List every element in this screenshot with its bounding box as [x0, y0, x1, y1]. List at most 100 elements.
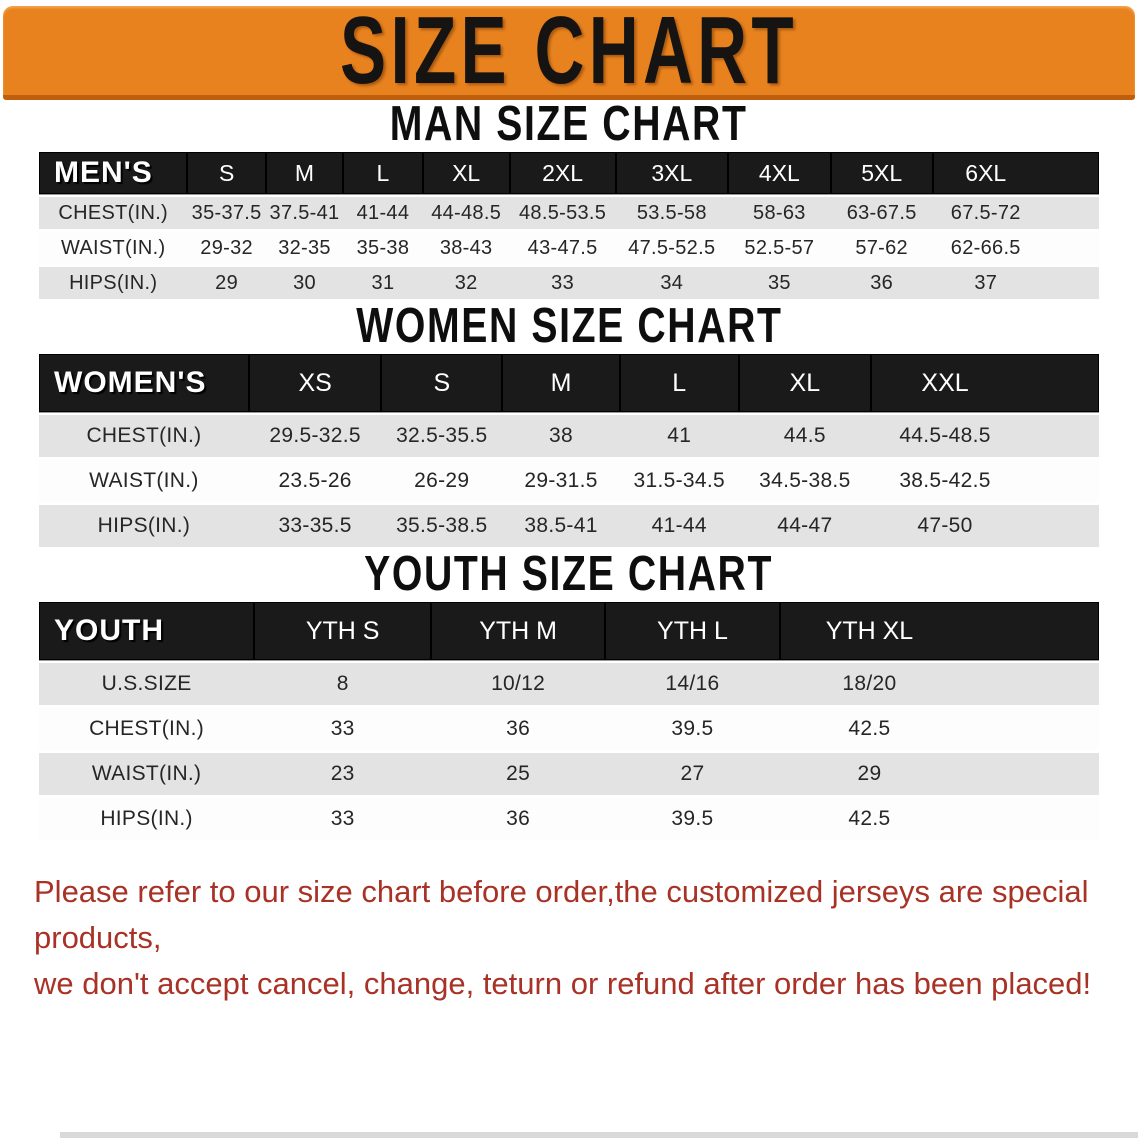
row-label: HIPS(IN.): [39, 798, 255, 840]
size-value-cell: 27: [605, 753, 780, 795]
size-value-cell: 14/16: [605, 663, 780, 705]
size-value-cell: 34.5-38.5: [738, 460, 872, 502]
row-label: CHEST(IN.): [39, 415, 249, 457]
disclaimer-line2: we don't accept cancel, change, teturn o…: [34, 966, 1092, 1001]
size-column-header: YTH XL: [779, 602, 1099, 660]
row-label: HIPS(IN.): [39, 267, 188, 299]
size-value-cell: 38: [502, 415, 620, 457]
men-section: MAN SIZE CHART MEN'S S M L XL 2XL 3XL 4X…: [0, 100, 1138, 302]
size-value-cell: 33: [254, 708, 432, 750]
size-value-cell: 42.5: [779, 708, 1099, 750]
size-column-header: S: [187, 152, 266, 194]
youth-section-heading-text: YOUTH SIZE CHART: [364, 547, 774, 601]
size-column-header: XL: [422, 152, 510, 194]
youth-table-group-label: YOUTH: [39, 602, 255, 660]
size-value-cell: 18/20: [779, 663, 1099, 705]
size-value-cell: 8: [254, 663, 432, 705]
size-value-cell: 35: [727, 267, 831, 299]
size-value-cell: 58-63: [727, 197, 831, 229]
size-value-cell: 42.5: [779, 798, 1099, 840]
size-value-cell: 67.5-72: [932, 197, 1099, 229]
table-row-chest: CHEST(IN.) 29.5-32.5 32.5-35.5 38 41 44.…: [39, 415, 1099, 457]
size-value-cell: 31.5-34.5: [619, 460, 739, 502]
table-row-waist: WAIST(IN.) 29-32 32-35 35-38 38-43 43-47…: [39, 232, 1099, 264]
size-value-cell: 41-44: [343, 197, 423, 229]
row-label: HIPS(IN.): [39, 505, 249, 547]
table-row-chest: CHEST(IN.) 33 36 39.5 42.5: [39, 708, 1099, 750]
size-value-cell: 37.5-41: [265, 197, 344, 229]
row-label: CHEST(IN.): [39, 708, 255, 750]
size-value-cell: 32-35: [265, 232, 344, 264]
size-column-header: YTH M: [431, 602, 606, 660]
size-value-cell: 34: [615, 267, 728, 299]
size-value-cell: 26-29: [381, 460, 503, 502]
size-value-cell: 44-47: [738, 505, 872, 547]
size-value-cell: 38.5-42.5: [871, 460, 1099, 502]
banner-title: SIZE CHART: [340, 0, 798, 104]
size-value-cell: 29: [779, 753, 1099, 795]
size-value-cell: 43-47.5: [509, 232, 616, 264]
bottom-edge-strip: [60, 1132, 1138, 1138]
disclaimer-line1: Please refer to our size chart before or…: [34, 874, 1089, 955]
table-row-ussize: U.S.SIZE 8 10/12 14/16 18/20: [39, 663, 1099, 705]
size-column-header: YTH L: [605, 602, 780, 660]
size-column-header: M: [265, 152, 344, 194]
size-value-cell: 33-35.5: [248, 505, 382, 547]
size-value-cell: 33: [509, 267, 616, 299]
table-row-waist: WAIST(IN.) 23 25 27 29: [39, 753, 1099, 795]
size-value-cell: 31: [343, 267, 423, 299]
size-column-header: 4XL: [727, 152, 831, 194]
size-column-header: L: [343, 152, 423, 194]
women-table-group-label: WOMEN'S: [39, 354, 249, 412]
size-column-header: XL: [738, 354, 872, 412]
size-column-header: L: [619, 354, 739, 412]
size-value-cell: 35-38: [343, 232, 423, 264]
men-section-heading-text: MAN SIZE CHART: [390, 97, 748, 151]
youth-size-table: YOUTH YTH S YTH M YTH L YTH XL U.S.SIZE …: [39, 599, 1099, 843]
size-value-cell: 63-67.5: [830, 197, 933, 229]
size-value-cell: 44.5-48.5: [871, 415, 1099, 457]
size-value-cell: 47.5-52.5: [615, 232, 728, 264]
size-value-cell: 48.5-53.5: [509, 197, 616, 229]
banner: SIZE CHART: [3, 0, 1135, 104]
size-value-cell: 30: [265, 267, 344, 299]
size-value-cell: 44.5: [738, 415, 872, 457]
size-value-cell: 23.5-26: [248, 460, 382, 502]
size-value-cell: 44-48.5: [422, 197, 510, 229]
row-label: WAIST(IN.): [39, 460, 249, 502]
women-section-heading: WOMEN SIZE CHART: [0, 302, 1138, 351]
size-value-cell: 41: [619, 415, 739, 457]
size-column-header: S: [381, 354, 503, 412]
size-value-cell: 25: [431, 753, 606, 795]
size-column-header: 6XL: [932, 152, 1099, 194]
size-column-header: M: [502, 354, 620, 412]
size-value-cell: 37: [932, 267, 1099, 299]
women-table-header-row: WOMEN'S XS S M L XL XXL: [39, 354, 1099, 412]
youth-section: YOUTH SIZE CHART YOUTH YTH S YTH M YTH L…: [0, 550, 1138, 843]
size-value-cell: 32: [422, 267, 510, 299]
youth-table-header-row: YOUTH YTH S YTH M YTH L YTH XL: [39, 602, 1099, 660]
size-value-cell: 39.5: [605, 708, 780, 750]
men-section-heading: MAN SIZE CHART: [0, 100, 1138, 149]
disclaimer-text: Please refer to our size chart before or…: [34, 869, 1120, 1007]
size-value-cell: 62-66.5: [932, 232, 1099, 264]
size-column-header: YTH S: [254, 602, 432, 660]
size-value-cell: 57-62: [830, 232, 933, 264]
size-value-cell: 36: [431, 708, 606, 750]
size-column-header: XS: [248, 354, 382, 412]
table-row-chest: CHEST(IN.) 35-37.5 37.5-41 41-44 44-48.5…: [39, 197, 1099, 229]
size-value-cell: 32.5-35.5: [381, 415, 503, 457]
men-size-table: MEN'S S M L XL 2XL 3XL 4XL 5XL 6XL CHEST…: [39, 149, 1099, 302]
table-row-hips: HIPS(IN.) 29 30 31 32 33 34 35 36 37: [39, 267, 1099, 299]
size-value-cell: 29: [187, 267, 266, 299]
row-label: CHEST(IN.): [39, 197, 188, 229]
table-row-waist: WAIST(IN.) 23.5-26 26-29 29-31.5 31.5-34…: [39, 460, 1099, 502]
size-value-cell: 29-31.5: [502, 460, 620, 502]
table-row-hips: HIPS(IN.) 33-35.5 35.5-38.5 38.5-41 41-4…: [39, 505, 1099, 547]
size-column-header: 5XL: [830, 152, 933, 194]
men-table-group-label: MEN'S: [39, 152, 188, 194]
size-value-cell: 10/12: [431, 663, 606, 705]
women-section-heading-text: WOMEN SIZE CHART: [355, 299, 783, 353]
row-label: WAIST(IN.): [39, 232, 188, 264]
